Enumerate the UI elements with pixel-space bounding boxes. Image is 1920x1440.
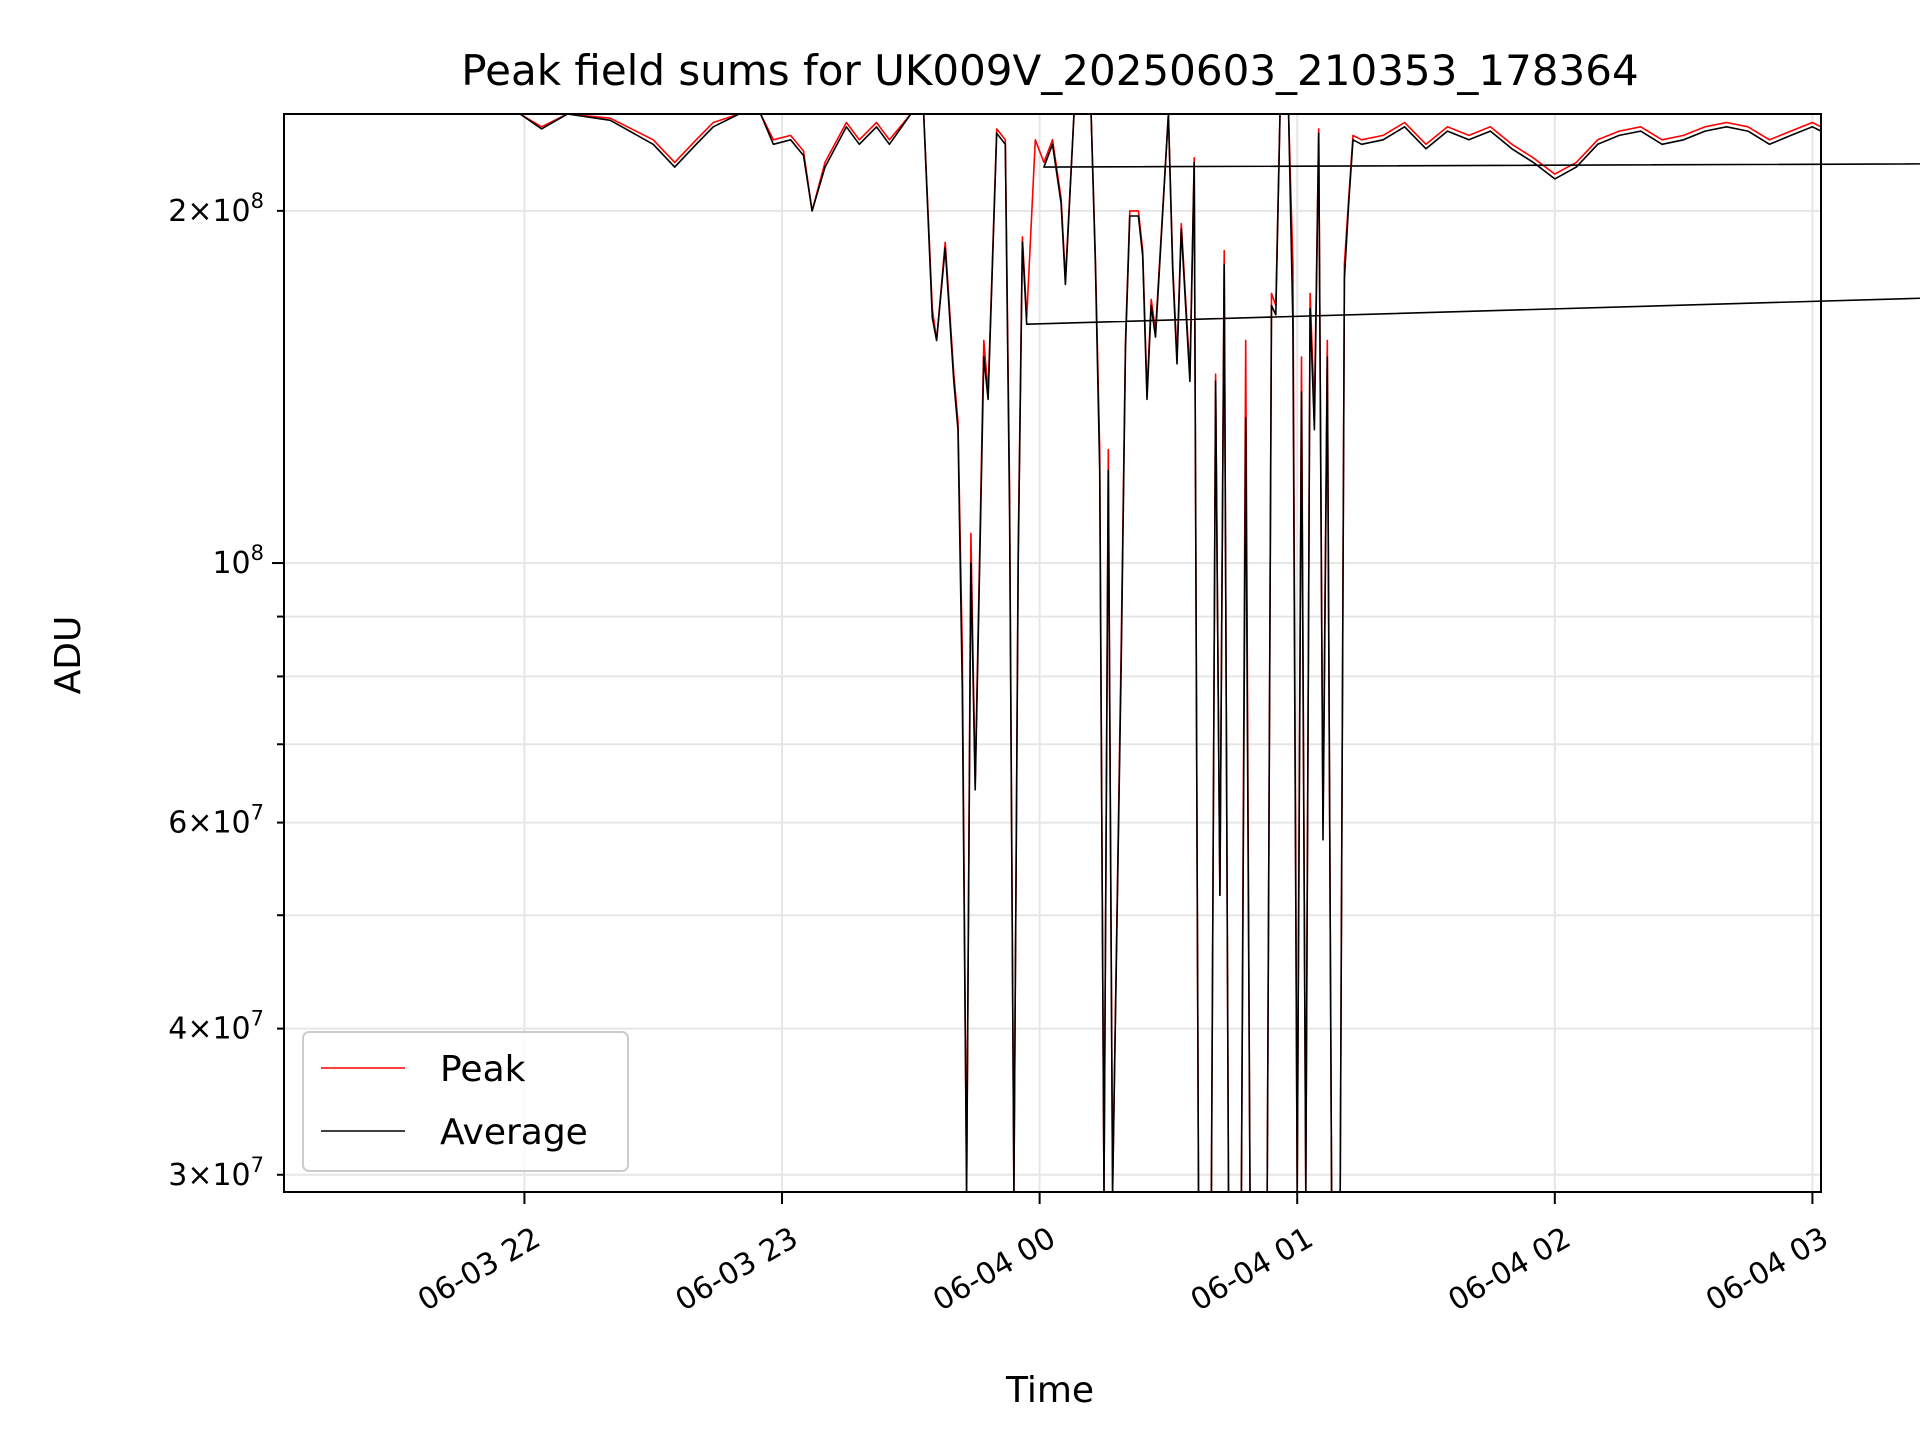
legend: Peak Average [302, 1031, 629, 1172]
y-tick-label: 3×107 [168, 1153, 264, 1193]
legend-label-peak: Peak [440, 1049, 526, 1090]
legend-frame [302, 1031, 629, 1172]
series-line-peak [438, 113, 1822, 1193]
x-axis-label: Time [1005, 1370, 1094, 1411]
grid [284, 114, 1821, 1192]
y-tick-label: 6×107 [168, 801, 264, 841]
plot-frame [283, 113, 1822, 1193]
legend-label-average: Average [440, 1112, 588, 1153]
chart-title: Peak field sums for UK009V_20250603_2103… [461, 46, 1638, 95]
y-axis-label: ADU [48, 616, 89, 695]
series-line-average [438, 113, 1920, 1193]
y-axis-ticks: 108 3×107 4×107 6×107 2×108 [168, 189, 284, 1193]
y-tick-label: 4×107 [168, 1007, 264, 1047]
y-tick-label: 2×108 [168, 189, 264, 229]
series-layer [438, 113, 1920, 1193]
y-tick-label: 108 [212, 541, 264, 581]
